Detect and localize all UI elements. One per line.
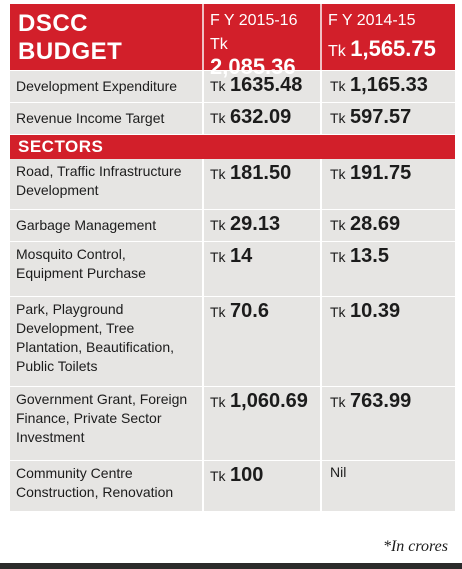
table-header: DSCC BUDGET F Y 2015-16 Tk 2,085.36 F Y …	[10, 4, 455, 79]
value-2014-15: Nil	[320, 461, 455, 511]
value-2015-16: Tk 14	[202, 242, 320, 296]
amount: Nil	[330, 464, 347, 480]
value-2014-15: Tk 28.69	[320, 210, 455, 241]
title-line-1: DSCC	[18, 10, 89, 37]
table-title: DSCC BUDGET	[10, 4, 202, 70]
footnote: *In crores	[382, 538, 448, 555]
currency-label: Tk	[330, 78, 346, 94]
sectors-header: SECTORS	[10, 135, 455, 159]
value-2015-16: Tk 70.6	[202, 297, 320, 386]
table-row: Revenue Income Target Tk 632.09 Tk 597.5…	[10, 103, 455, 135]
value-2015-16: Tk 100	[202, 461, 320, 511]
amount: 1,565.75	[350, 36, 436, 61]
currency-label: Tk	[330, 394, 346, 410]
currency-label: Tk	[210, 468, 226, 484]
table-row: Development Expenditure Tk 1635.48 Tk 1,…	[10, 71, 455, 103]
value-2014-15: Tk 597.57	[320, 103, 455, 134]
table-row: Mosquito Control, Equipment Purchase Tk …	[10, 242, 455, 297]
amount: 1635.48	[230, 74, 303, 96]
top-rows: Development Expenditure Tk 1635.48 Tk 1,…	[10, 71, 455, 135]
value-2015-16: Tk 1635.48	[202, 71, 320, 102]
sector-rows: Road, Traffic Infrastructure Development…	[10, 159, 455, 511]
amount: 28.69	[350, 213, 401, 235]
value-2014-15: Tk 10.39	[320, 297, 455, 386]
amount: 191.75	[350, 162, 412, 184]
value-2014-15: Tk 13.5	[320, 242, 455, 296]
amount: 1,165.33	[350, 74, 428, 96]
currency-label: Tk	[210, 78, 226, 94]
table-row: Community Centre Construction, Renovatio…	[10, 461, 455, 511]
value-2014-15: Tk 191.75	[320, 159, 455, 209]
row-label: Community Centre Construction, Renovatio…	[16, 465, 174, 500]
total-value: Tk 2,085.36	[210, 36, 314, 80]
row-label: Government Grant, Foreign Finance, Priva…	[16, 391, 188, 445]
value-2015-16: Tk 632.09	[202, 103, 320, 134]
fy-label: F Y 2015-16	[210, 12, 298, 29]
currency-label: Tk	[210, 249, 226, 265]
currency-label: Tk	[330, 217, 346, 233]
budget-table: DSCC BUDGET F Y 2015-16 Tk 2,085.36 F Y …	[10, 4, 455, 511]
table-row: Garbage Management Tk 29.13 Tk 28.69	[10, 210, 455, 242]
header-fy-2014-15: F Y 2014-15 Tk 1,565.75	[320, 4, 455, 70]
table-row: Road, Traffic Infrastructure Development…	[10, 159, 455, 210]
row-label: Park, Playground Development, Tree Plant…	[16, 301, 174, 374]
value-2015-16: Tk 1,060.69	[202, 387, 320, 460]
currency-label: Tk	[210, 166, 226, 182]
value-2014-15: Tk 1,165.33	[320, 71, 455, 102]
row-label: Garbage Management	[16, 217, 157, 233]
table-row: Park, Playground Development, Tree Plant…	[10, 297, 455, 387]
currency-label: Tk	[330, 249, 346, 265]
table-row: Government Grant, Foreign Finance, Priva…	[10, 387, 455, 461]
amount: 100	[230, 464, 264, 486]
total-value: Tk 1,565.75	[328, 36, 449, 62]
amount: 632.09	[230, 106, 292, 128]
currency-label: Tk	[210, 394, 226, 410]
value-2014-15: Tk 763.99	[320, 387, 455, 460]
amount: 70.6	[230, 300, 269, 322]
amount: 14	[230, 245, 253, 267]
row-label: Mosquito Control, Equipment Purchase	[16, 246, 146, 281]
currency-label: Tk	[210, 110, 226, 126]
value-2015-16: Tk 181.50	[202, 159, 320, 209]
amount: 597.57	[350, 106, 412, 128]
amount: 29.13	[230, 213, 281, 235]
row-label: Development Expenditure	[16, 78, 178, 94]
currency-label: Tk	[210, 304, 226, 320]
value-2015-16: Tk 29.13	[202, 210, 320, 241]
amount: 763.99	[350, 390, 412, 412]
currency-label: Tk	[328, 43, 346, 60]
currency-label: Tk	[330, 166, 346, 182]
amount: 181.50	[230, 162, 292, 184]
header-fy-2015-16: F Y 2015-16 Tk 2,085.36	[202, 4, 320, 79]
amount: 10.39	[350, 300, 401, 322]
title-line-2: BUDGET	[18, 38, 123, 65]
row-label: Road, Traffic Infrastructure Development	[16, 163, 182, 198]
bottom-bar	[0, 563, 462, 569]
currency-label: Tk	[330, 304, 346, 320]
amount: 13.5	[350, 245, 389, 267]
currency-label: Tk	[330, 110, 346, 126]
amount: 2,085.36	[210, 54, 296, 79]
currency-label: Tk	[210, 217, 226, 233]
row-label: Revenue Income Target	[16, 110, 165, 126]
fy-label: F Y 2014-15	[328, 12, 416, 29]
amount: 1,060.69	[230, 390, 308, 412]
currency-label: Tk	[210, 36, 228, 53]
